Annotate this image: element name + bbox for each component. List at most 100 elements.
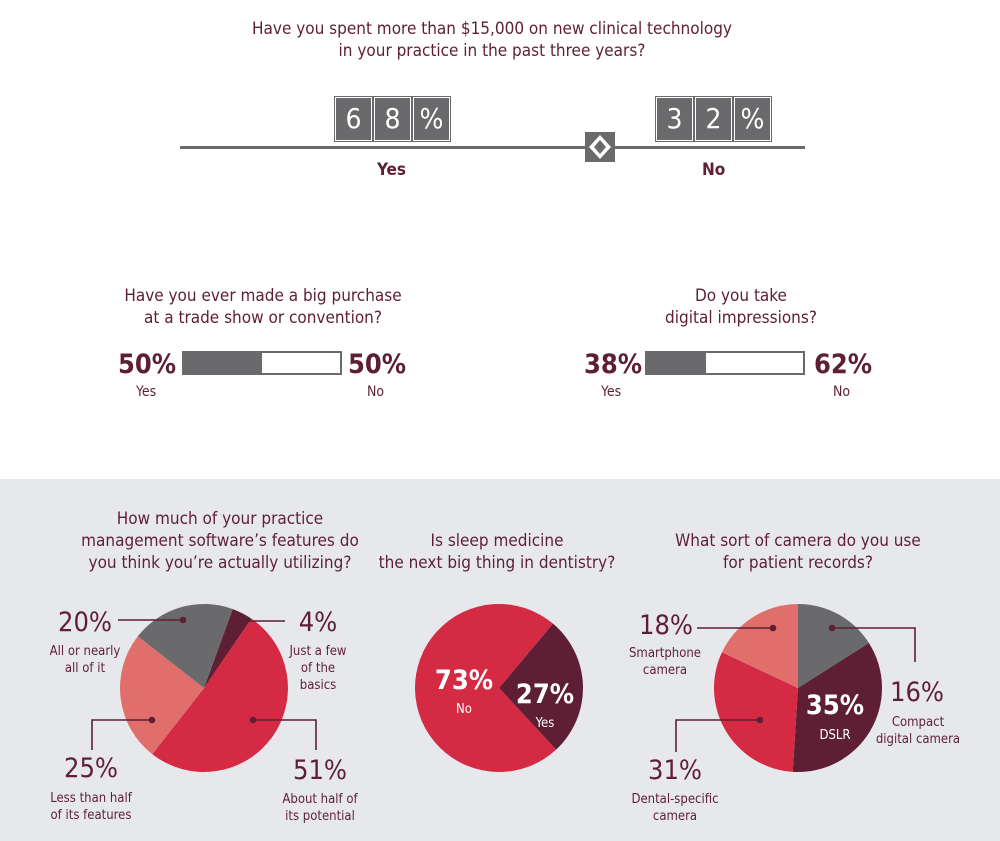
q1-axis-left (180, 146, 585, 149)
pie3-label-compact: Compact digital camera (868, 714, 968, 748)
q1-title: Have you spent more than $15,000 on new … (200, 18, 784, 62)
pie-slice-dental-specific-camera (713, 652, 798, 772)
pie1-label-all-line1: All or nearly (49, 644, 121, 659)
pie1-label-few: Just a few of the basics (280, 643, 356, 694)
q1-no-digit: 2 (694, 96, 733, 142)
pie3-pct-compact: 16% (890, 677, 944, 708)
pie1-pct-half: 51% (293, 755, 347, 786)
pie-software-usage (119, 604, 288, 772)
pie1-pct-all: 20% (58, 607, 112, 638)
q2-bar (182, 351, 342, 375)
pie2-label-no: No (456, 702, 472, 717)
pie2-label-yes: Yes (535, 716, 555, 731)
q1-no-digit: 3 (655, 96, 694, 142)
pie2-pct-yes: 27% (515, 679, 575, 710)
q3-title: Do you take digital impressions? (600, 285, 882, 329)
pie1-label-all: All or nearly all of it (40, 643, 130, 677)
pie3-label-dental-line2: camera (652, 809, 698, 824)
pie3-label-compact-line2: digital camera (875, 732, 961, 747)
pie1-label-less: Less than half of its features (36, 790, 146, 824)
pie-camera-type (713, 604, 882, 772)
q2-bar-fill (184, 353, 262, 373)
leader-dot (148, 716, 156, 724)
pie-slice-no (414, 603, 557, 772)
pie3-label-dental: Dental-specific camera (620, 791, 730, 825)
leader-dot (179, 616, 187, 624)
q1-no-counter: 3 2 % (655, 96, 772, 142)
q2-title-line2: at a trade show or convention? (144, 308, 382, 328)
q2-yes-pct: 50% (118, 349, 177, 380)
pie3-pct-dental: 31% (648, 755, 702, 786)
leader-31pct (675, 719, 760, 752)
q1-axis-right (614, 146, 805, 149)
callout-leaders (91, 616, 916, 752)
q3-yes-pct: 38% (584, 349, 643, 380)
q5-title-line2: the next big thing in dentistry? (378, 553, 616, 573)
pie3-label-dental-line1: Dental-specific (631, 792, 719, 807)
pie-sleep-medicine (414, 603, 583, 772)
leader-25pct (91, 719, 152, 750)
pie-slice-about-half-of-its-potential (152, 618, 288, 772)
diamond-slider-icon (585, 132, 615, 162)
q4-title-line2: management software’s features do (81, 531, 359, 551)
q3-bar (645, 351, 805, 375)
leader-dot (249, 716, 257, 724)
leader-dot (769, 624, 777, 632)
pie1-label-few-line3: basics (299, 678, 337, 693)
pie-slice-smartphone-camera (721, 604, 798, 688)
q1-yes-digit: 6 (334, 96, 373, 142)
q1-yes-label: Yes (377, 160, 406, 180)
pie3-label-smartphone-line1: Smartphone (629, 646, 701, 661)
leader-51pct (253, 719, 317, 750)
pie-charts (91, 603, 916, 772)
q3-bar-fill (647, 353, 707, 373)
pie1-pct-less: 25% (64, 753, 118, 784)
pie-slice-all-or-nearly-all-of-it (137, 604, 233, 688)
q1-title-line1: Have you spent more than $15,000 on new … (252, 19, 732, 39)
pie-slice-dslr (792, 642, 882, 772)
leader-dot (828, 624, 836, 632)
q5-title: Is sleep medicine the next big thing in … (370, 530, 624, 574)
q3-title-line1: Do you take (695, 286, 787, 306)
q1-title-line2: in your practice in the past three years… (338, 41, 646, 61)
pie1-label-few-line2: of the (300, 661, 336, 676)
q1-yes-digit: 8 (373, 96, 412, 142)
pie1-label-all-line2: all of it (64, 661, 106, 676)
pie-slice-just-a-few-of-the-basics (204, 609, 252, 688)
pie1-label-half-line2: its potential (285, 809, 355, 824)
q2-no-label: No (367, 384, 385, 400)
q1-yes-digit: % (412, 96, 451, 142)
q3-no-label: No (833, 384, 851, 400)
pie3-label-smartphone: Smartphone camera (620, 645, 710, 679)
pie3-label-smartphone-line2: camera (642, 663, 688, 678)
pie-slice-less-than-half-of-its-features (119, 636, 204, 755)
q2-yes-label: Yes (136, 384, 157, 400)
leader-dot (756, 716, 764, 724)
pie3-label-dslr: DSLR (819, 728, 851, 743)
q1-no-digit: % (733, 96, 772, 142)
pie1-label-less-line2: of its features (50, 808, 132, 823)
pie3-label-compact-line1: Compact (891, 715, 945, 730)
q1-no-label: No (702, 160, 726, 180)
q6-title-line1: What sort of camera do you use (675, 531, 921, 551)
q3-yes-label: Yes (601, 384, 622, 400)
pie1-label-few-line1: Just a few (289, 644, 347, 659)
pie-slice-compact-digital-camera (798, 604, 869, 688)
leader-dot (238, 617, 246, 625)
q3-title-line2: digital impressions? (665, 308, 817, 328)
q6-title-line2: for patient records? (722, 553, 874, 573)
pie2-pct-no: 73% (434, 665, 494, 696)
q3-no-pct: 62% (814, 349, 873, 380)
q4-title-line1: How much of your practice (116, 509, 324, 529)
pie1-label-half-line1: About half of (282, 792, 358, 807)
q2-no-pct: 50% (348, 349, 407, 380)
q4-title-line3: you think you’re actually utilizing? (88, 553, 352, 573)
q2-title: Have you ever made a big purchase at a t… (100, 285, 426, 329)
pie3-pct-smartphone: 18% (639, 610, 693, 641)
q5-title-line1: Is sleep medicine (430, 531, 564, 551)
leader-16pct (832, 627, 916, 662)
pie1-pct-few: 4% (298, 607, 338, 638)
pie3-pct-dslr: 35% (805, 690, 865, 721)
q1-yes-counter: 6 8 % (334, 96, 451, 142)
pie1-label-half: About half of its potential (270, 791, 370, 825)
